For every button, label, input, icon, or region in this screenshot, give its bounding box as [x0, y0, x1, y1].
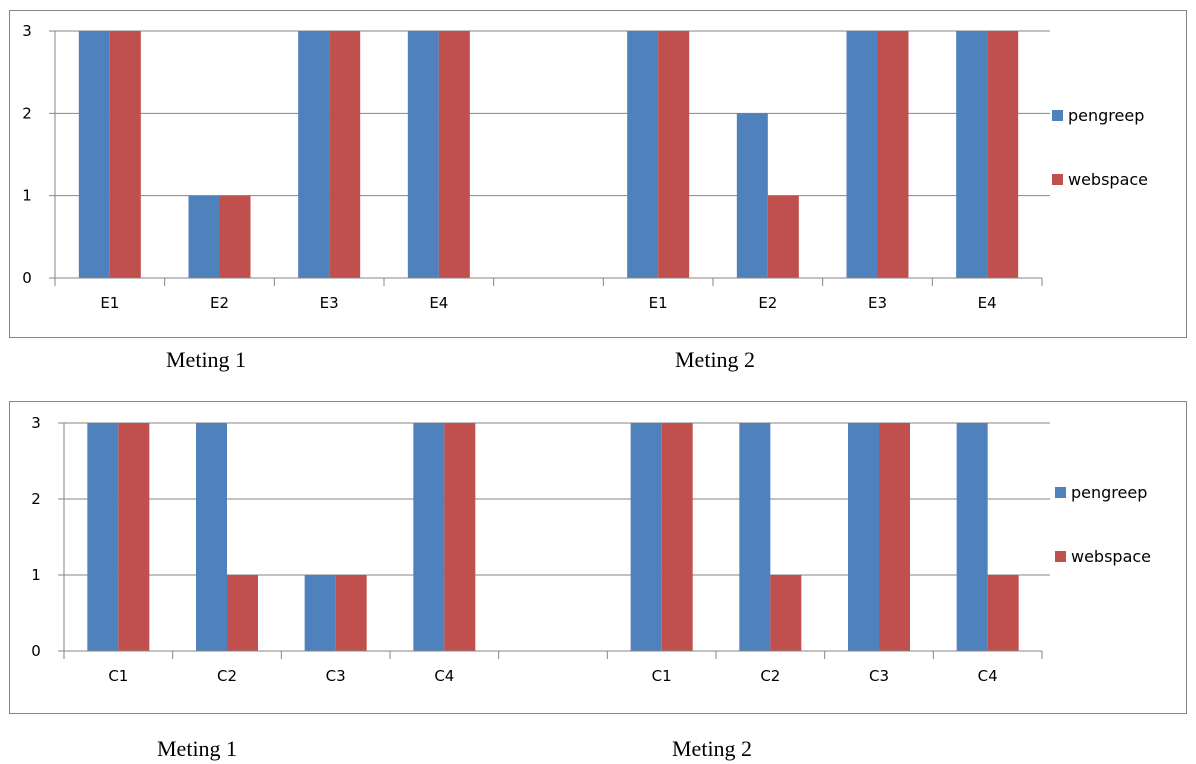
bar-pengreep	[846, 31, 878, 278]
legend-label-webspace: webspace	[1068, 170, 1148, 189]
bar-pengreep	[304, 575, 336, 651]
caption-bottom-meting-1: Meting 1	[157, 736, 238, 761]
bar-webspace	[661, 423, 693, 651]
x-tick-label: C2	[760, 667, 780, 685]
bar-pengreep	[188, 195, 220, 278]
x-tick-label: C1	[652, 667, 672, 685]
bar-webspace	[770, 575, 802, 651]
legend-swatch-webspace	[1052, 174, 1063, 185]
bar-webspace	[987, 575, 1019, 651]
bar-webspace	[879, 423, 910, 651]
x-tick-label: C4	[978, 667, 998, 685]
caption-top-meting-2: Meting 2	[675, 347, 756, 372]
chart-bottom: 0 1 2 3 C1 C2 C3 C4 C1 C2 C3 C4 pengreep webspace	[9, 401, 1187, 714]
y-tick-label: 1	[31, 566, 41, 584]
bar-webspace	[877, 31, 909, 278]
x-tick-label: E3	[868, 294, 887, 312]
bar-pengreep	[413, 423, 445, 651]
caption-bottom-meting-2: Meting 2	[672, 736, 753, 761]
x-tick-label: E1	[100, 294, 119, 312]
bar-pengreep	[736, 113, 768, 278]
bar-webspace	[219, 195, 251, 278]
x-tick-label: E3	[320, 294, 339, 312]
caption-top-meting-1: Meting 1	[166, 347, 247, 372]
bar-pengreep	[739, 423, 771, 651]
x-tick-label: C3	[326, 667, 346, 685]
x-tick-label: C1	[108, 667, 128, 685]
bar-pengreep	[78, 31, 110, 278]
y-tick-label: 3	[22, 22, 32, 40]
chart-bottom-svg: 0 1 2 3 C1 C2 C3 C4 C1 C2 C3 C4 pengreep webspace	[31, 414, 1151, 685]
bar-pengreep	[407, 31, 439, 278]
bar-webspace	[118, 423, 150, 651]
bar-webspace	[335, 575, 367, 651]
bar-webspace	[658, 31, 690, 278]
legend-label-webspace: webspace	[1071, 547, 1151, 566]
x-tick-label: E4	[429, 294, 448, 312]
bar-webspace	[767, 195, 799, 278]
y-tick-label: 2	[31, 490, 41, 508]
bar-webspace	[438, 31, 470, 278]
chart-top: 0 1 2 3 E1 E2 E3 E4 E1 E2 E3 E4 pengreep webspace	[9, 10, 1187, 338]
bar-pengreep	[956, 31, 988, 278]
bar-webspace	[109, 31, 141, 278]
bar-pengreep	[630, 423, 662, 651]
bar-pengreep	[298, 31, 330, 278]
y-tick-label: 0	[22, 269, 32, 287]
bar-pengreep	[848, 423, 879, 651]
legend-swatch-pengreep	[1052, 110, 1063, 121]
bar-webspace	[987, 31, 1019, 278]
x-tick-label: E1	[649, 294, 668, 312]
legend-swatch-webspace	[1055, 551, 1066, 562]
y-tick-label: 1	[22, 187, 32, 205]
bar-webspace	[329, 31, 361, 278]
x-tick-label: C4	[434, 667, 454, 685]
x-tick-label: C3	[869, 667, 889, 685]
legend-label-pengreep: pengreep	[1071, 483, 1147, 502]
bar-webspace	[444, 423, 476, 651]
x-tick-label: E4	[978, 294, 997, 312]
bar-pengreep	[87, 423, 119, 651]
bar-webspace	[227, 575, 258, 651]
y-tick-label: 3	[31, 414, 41, 432]
chart-top-svg: 0 1 2 3 E1 E2 E3 E4 E1 E2 E3 E4 pengreep webspace	[22, 22, 1148, 312]
y-tick-label: 0	[31, 642, 41, 660]
x-tick-label: C2	[217, 667, 237, 685]
bar-pengreep	[627, 31, 659, 278]
legend-label-pengreep: pengreep	[1068, 106, 1144, 125]
y-tick-label: 2	[22, 104, 32, 122]
x-tick-label: E2	[210, 294, 229, 312]
legend-swatch-pengreep	[1055, 487, 1066, 498]
bar-pengreep	[196, 423, 227, 651]
x-tick-label: E2	[758, 294, 777, 312]
bar-pengreep	[956, 423, 988, 651]
